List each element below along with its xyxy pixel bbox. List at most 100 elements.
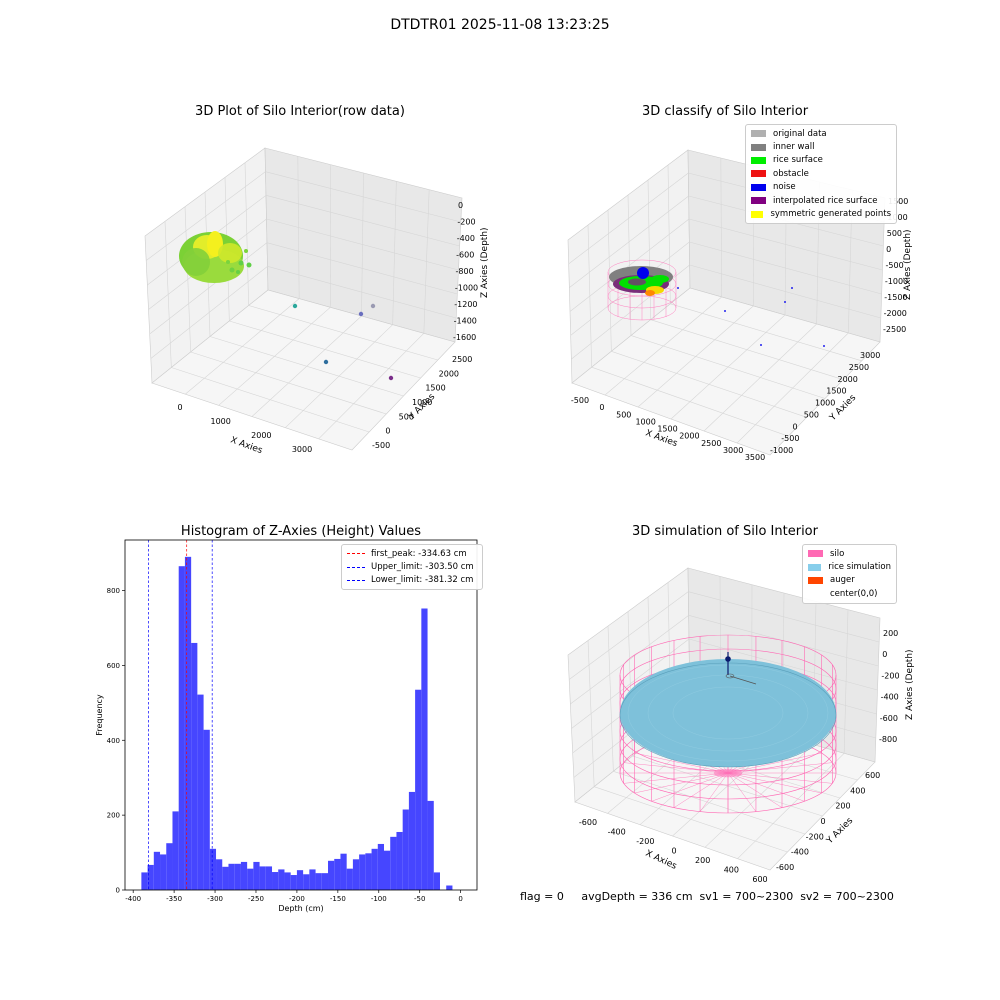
histogram-bar [303,874,310,890]
simulation-xtick-label: 400 [724,866,739,875]
legend-swatch [347,553,365,555]
classify-ytick-label: 2500 [849,363,869,372]
histogram-bar [334,858,341,890]
raw-data-point [370,303,376,309]
histogram-bar [365,853,372,890]
histogram-ytick-label: 800 [107,587,120,595]
raw-3d-plot[interactable]: 0 1000 2000 3000 -500 0 500 1000 1500 2000 2500 0… [0,0,500,500]
simulation-plot-title: 3D simulation of Silo Interior [632,524,818,539]
classify-xtick-label: -500 [571,396,589,405]
histogram-xlabel: Depth (cm) [278,904,323,913]
simulation-zlabel: Z Axies (Depth) [905,649,915,720]
histogram-bar [247,868,254,890]
legend-swatch [808,590,823,597]
histogram-xtick-label: -250 [248,895,264,903]
histogram-xtick-label: -400 [125,895,141,903]
histogram-bar [191,642,198,890]
histogram-bar [284,872,291,890]
legend-label: auger [830,575,855,586]
histogram-bar [203,729,210,890]
legend-swatch [751,130,766,138]
legend-swatch [751,197,766,205]
raw-ztick-label: -1200 [454,300,477,309]
classify-legend: original data inner wall rice surface obsta… [745,124,897,224]
histogram-bar [147,864,154,890]
legend-label: noise [773,182,796,193]
classify-ztick-label: -2500 [883,325,906,334]
classify-ztick-label: 1500 [888,197,908,206]
legend-swatch [808,576,823,584]
histogram-legend-item: first_peak: -334.63 cm [347,547,477,560]
legend-label: obstacle [773,168,809,179]
classify-legend-item: original data [751,127,891,140]
legend-label: first_peak: -334.63 cm [371,548,467,559]
simulation-ytick-label: 0 [821,817,826,826]
histogram-bar [216,859,223,890]
simulation-ytick-label: -600 [776,863,794,872]
histogram-bar [240,861,248,890]
raw-data-point [388,375,394,381]
classify-noise-points [677,287,825,347]
simulation-legend: silo rice simulation auger center(0,0) [802,544,897,604]
classify-ztick-label: 500 [887,229,902,238]
histogram-bar [197,694,204,890]
classify-xtick-label: 500 [616,410,631,419]
raw-ytick-label: -500 [372,441,390,450]
histogram-ytick-label: 0 [116,887,120,895]
raw-data-point [358,311,364,317]
simulation-xtick-label: 200 [695,856,710,865]
classify-legend-item: rice surface [751,154,891,167]
histogram-bar [296,870,304,890]
classify-ytick-label: 0 [793,422,798,431]
classify-legend-item: interpolated rice surface [751,194,891,207]
histogram-bar [228,863,235,890]
simulation-ytick-label: 200 [835,802,850,811]
classify-legend-item: inner wall [751,140,891,153]
histogram-xtick-label: -50 [414,895,425,903]
classify-ytick-label: 1500 [826,387,846,396]
simulation-ztick-label: -400 [881,693,899,702]
histogram-bar [396,831,403,890]
histogram-ytick-label: 400 [107,737,120,745]
simulation-legend-item: rice simulation [808,560,891,573]
histogram-bar [290,875,297,890]
classify-ytick-label: 2000 [838,375,858,384]
classify-ylabel: Y Axies [827,393,858,424]
classify-xtick-label: 1000 [635,417,655,426]
classify-ytick-label: 3000 [860,351,880,360]
simulation-rice-surface [619,659,837,768]
histogram-bar [234,863,241,890]
histogram-bar [209,848,217,890]
histogram-bars [141,556,453,890]
raw-ztick-label: 0 [458,201,463,210]
raw-ylabel: Y Axies [406,392,437,423]
classify-ytick-label: -500 [781,434,799,443]
histogram-legend-item: Lower_limit: -381.32 cm [347,574,477,587]
histogram-bar [346,868,353,890]
simulation-xtick-label: -400 [608,828,626,837]
histogram-xtick-label: -100 [371,895,387,903]
histogram-bar [352,859,360,890]
simulation-ytick-label: 400 [850,786,865,795]
simulation-ytick-label: -400 [791,848,809,857]
histogram-bar [446,885,453,890]
raw-ytick-label: 2000 [439,369,459,378]
histogram-bar [377,843,385,890]
classify-ztick-label: 0 [886,245,891,254]
classify-plot-title: 3D classify of Silo Interior [641,104,809,119]
classify-xtick-label: 2500 [701,439,721,448]
simulation-legend-item: auger [808,574,891,587]
simulation-ytick-label: 600 [865,771,880,780]
classify-xtick-label: 3000 [723,446,743,455]
histogram-ytick-label: 600 [107,662,120,670]
histogram-bar [427,800,434,890]
histogram-title: Histogram of Z-Axies (Height) Values [180,524,422,539]
histogram-chart[interactable]: -400 -350 -300 -250 -200 -150 -100 -50 0 0 200 400… [0,500,500,1000]
simulation-legend-item: silo [808,547,891,560]
simulation-ylabel: Y Axies [824,816,855,847]
histogram-bar [321,873,329,890]
histogram-bar [278,869,285,890]
histogram-bar [253,861,260,890]
